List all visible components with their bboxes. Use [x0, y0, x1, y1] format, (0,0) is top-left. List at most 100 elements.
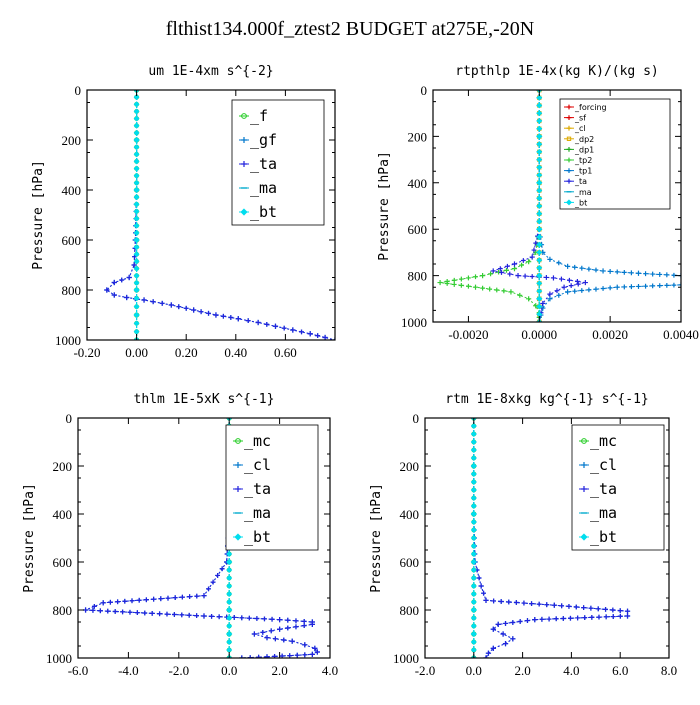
data-point — [650, 283, 656, 289]
data-point — [510, 620, 516, 625]
data-point — [494, 287, 500, 293]
data-point — [289, 638, 295, 644]
data-point — [657, 272, 663, 277]
data-point — [269, 616, 275, 622]
data-point — [586, 287, 592, 293]
data-point — [521, 600, 527, 606]
data-point — [536, 226, 543, 233]
data-point — [589, 614, 595, 620]
data-point — [572, 288, 578, 294]
data-point — [536, 280, 543, 287]
data-point — [546, 616, 552, 622]
data-point — [176, 304, 182, 310]
data-point — [285, 625, 291, 631]
legend: _forcing _sf_cl _dp2_dp1 _tp2 _tp1_ta _ma_bt — [559, 98, 671, 210]
data-point — [510, 636, 516, 642]
data-point — [687, 276, 692, 281]
data-point — [696, 279, 700, 284]
data-point — [470, 503, 477, 509]
data-point — [582, 615, 588, 621]
x-tick-label: 0.0000 — [521, 327, 557, 342]
data-point — [133, 108, 140, 115]
legend-label: _cl — [590, 456, 617, 474]
y-tick-label: 0 — [66, 411, 73, 426]
data-point — [559, 276, 564, 282]
legend-box — [559, 98, 671, 210]
data-point — [133, 122, 140, 129]
data-point — [180, 594, 185, 600]
data-point — [586, 266, 592, 272]
legend-box — [231, 99, 325, 226]
data-point — [124, 294, 130, 301]
legend-label: _ta — [250, 155, 277, 173]
data-point — [596, 614, 602, 620]
plot-frame — [424, 417, 670, 659]
data-point — [302, 652, 308, 658]
data-point — [194, 613, 199, 619]
data-point — [226, 583, 233, 589]
data-point — [536, 110, 543, 117]
y-tick-label: 600 — [400, 555, 420, 570]
y-tick-label: 1000 — [55, 333, 81, 348]
data-point — [520, 258, 526, 263]
data-point — [536, 303, 543, 310]
data-point — [470, 510, 477, 518]
data-point — [226, 630, 233, 638]
legend-label: _mc — [244, 432, 271, 450]
data-point — [529, 254, 535, 260]
y-tick-label: 1000 — [46, 651, 72, 666]
data-point — [536, 133, 543, 140]
y-tick-label: 800 — [62, 283, 82, 298]
data-point — [108, 599, 113, 605]
data-point — [621, 269, 627, 275]
data-point — [550, 275, 557, 281]
data-point — [133, 229, 140, 236]
x-tick-label: 0.00 — [125, 345, 148, 360]
data-point — [575, 615, 580, 621]
data-point — [133, 265, 140, 272]
data-point — [490, 645, 496, 651]
data-point — [226, 606, 233, 614]
data-point — [277, 617, 283, 623]
panel-1: um 1E-4xm s^{-2} Pressure [hPa] 0 200 400 600… — [31, 64, 336, 360]
data-point — [191, 307, 197, 313]
data-point — [536, 125, 543, 132]
data-point — [600, 286, 606, 291]
data-point — [133, 244, 140, 251]
data-point — [256, 654, 261, 658]
y-tick-label: 400 — [53, 507, 73, 522]
legend-label: _cl — [244, 456, 271, 474]
plot-frame — [432, 89, 682, 323]
data-point — [141, 297, 147, 303]
x-tick-label: -6.0 — [68, 663, 89, 678]
data-point — [560, 616, 566, 621]
data-point — [536, 94, 543, 101]
legend-label: _dp1 — [574, 145, 594, 154]
data-point — [458, 276, 464, 282]
data-point — [198, 309, 204, 315]
legend-label: _bt — [574, 198, 587, 207]
data-point — [133, 165, 140, 172]
data-point — [664, 272, 670, 278]
data-point — [556, 260, 562, 266]
data-point — [664, 282, 670, 288]
data-point — [470, 599, 477, 605]
y-tick-label: 800 — [408, 269, 428, 284]
data-point — [228, 315, 234, 320]
panel-title: um 1E-4xm s^{-2} — [148, 64, 273, 79]
y-tick-label: 800 — [400, 603, 420, 618]
data-point — [133, 208, 140, 215]
data-point — [209, 613, 214, 619]
data-point — [536, 102, 543, 109]
data-point — [219, 566, 225, 572]
data-point — [508, 289, 514, 295]
x-tick-label: -2.0 — [169, 663, 190, 678]
data-point — [485, 650, 492, 656]
data-point — [536, 187, 543, 194]
data-point — [149, 610, 155, 616]
data-point — [473, 274, 478, 280]
data-point — [129, 598, 135, 604]
data-point — [126, 274, 132, 281]
legend: _mc _cl _ta _ma _bt — [571, 424, 665, 551]
